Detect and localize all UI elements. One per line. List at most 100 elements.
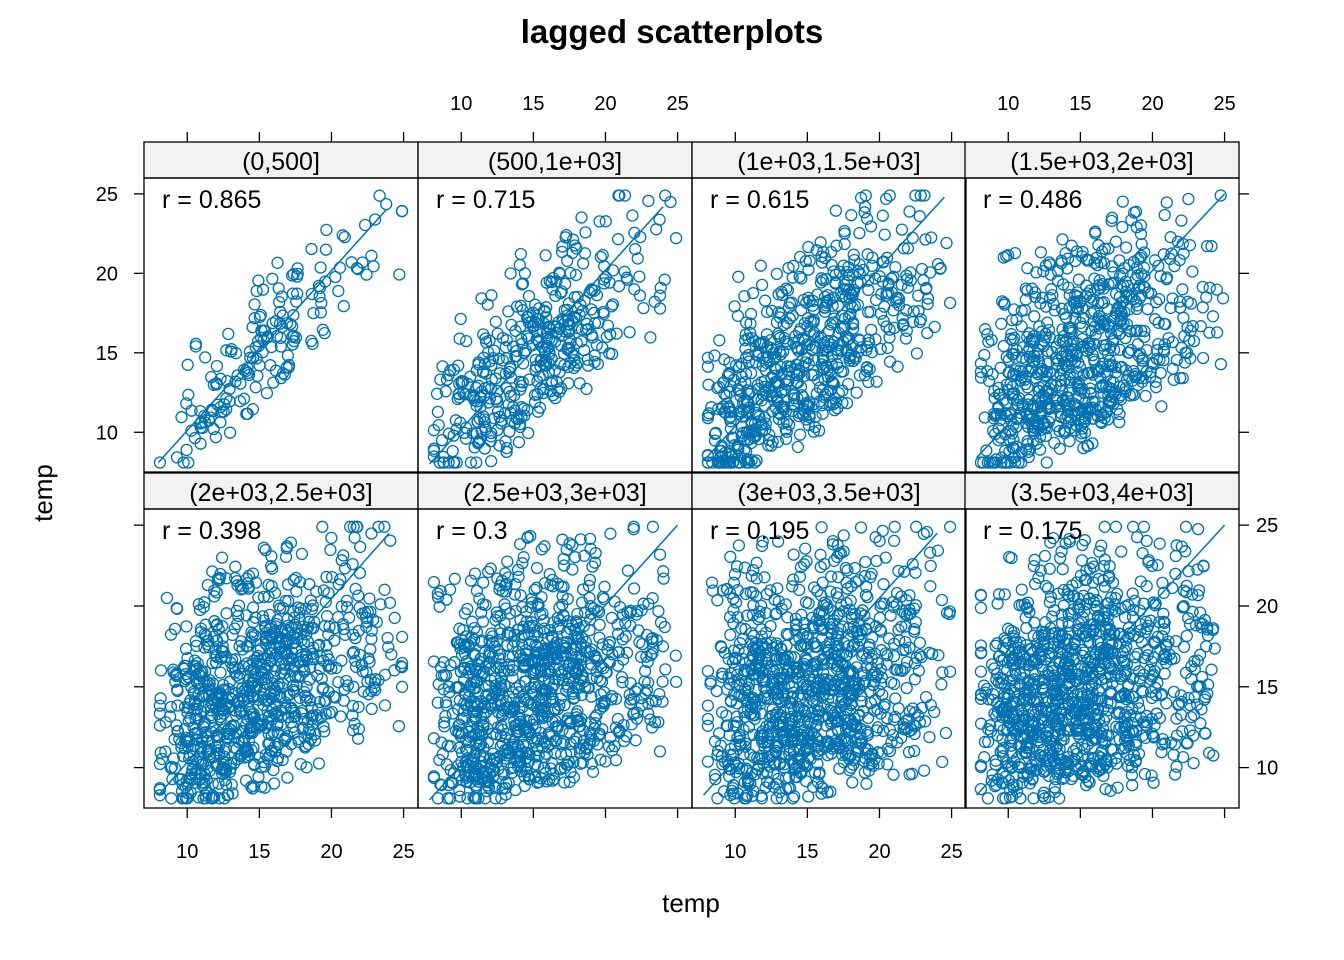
data-point [338,628,352,641]
data-point [923,730,936,744]
data-point [257,614,271,627]
data-point [853,334,867,347]
data-point [529,298,542,311]
data-point [751,763,765,776]
data-point [462,639,475,652]
data-point [843,283,856,296]
data-point [889,692,902,705]
data-point [1063,368,1076,381]
data-point [974,365,988,379]
data-point [701,719,715,732]
data-point [266,272,279,285]
data-point [433,753,446,767]
data-point [1098,314,1111,328]
data-point [178,742,192,755]
data-point [557,580,570,593]
data-point [799,596,813,609]
data-point [646,635,659,648]
data-point [1059,335,1073,349]
points [427,520,683,805]
data-point [1025,282,1039,295]
data-point [605,300,618,313]
data-point [826,376,840,389]
data-point [212,777,225,790]
data-point [286,287,300,300]
data-point [885,676,898,689]
data-point [1109,235,1123,248]
data-point [216,619,229,633]
data-point [222,682,235,696]
data-point [524,601,537,614]
data-point [593,618,606,631]
data-point [160,591,174,605]
data-point [365,249,378,262]
data-point [560,626,574,640]
data-point [1095,315,1108,328]
data-point [347,628,360,641]
data-point [323,707,336,720]
data-point [324,543,337,557]
data-point [611,233,625,246]
data-point [798,334,811,347]
data-point [447,767,461,780]
data-point [190,660,203,673]
data-point [936,755,949,769]
data-point [319,243,333,256]
data-point [303,694,317,707]
data-point [530,640,544,653]
data-point [883,744,897,758]
data-point [873,270,886,283]
data-point [730,759,744,772]
data-point [178,722,191,736]
data-point [234,667,247,680]
data-point [535,590,548,604]
data-point [1019,282,1032,295]
data-point [470,456,483,469]
data-point [1061,252,1075,265]
data-point [236,643,249,656]
data-point [640,650,653,663]
data-point [322,658,336,672]
data-point [977,456,990,469]
data-point [649,695,662,708]
data-point [596,341,609,354]
data-point [544,579,557,592]
data-point [1184,352,1197,365]
data-point [793,631,806,645]
data-point [650,223,663,236]
data-point [774,408,787,421]
data-point [728,568,742,581]
data-point [728,300,741,313]
data-point [352,700,365,714]
data-point [751,378,764,392]
data-point [159,716,172,729]
data-point [192,774,206,787]
data-point [514,537,527,551]
data-point [346,699,360,713]
data-point [940,606,954,619]
data-point [740,316,753,329]
data-point [557,559,571,572]
data-point [1072,273,1086,286]
x-tick-label: 10 [176,841,198,863]
data-point [242,580,255,593]
data-point [891,360,904,373]
data-point [768,362,781,375]
data-point [782,301,795,314]
data-point [795,272,808,285]
data-point [1139,389,1152,403]
data-point [729,652,742,666]
data-point [555,382,568,395]
data-point [314,261,327,274]
data-point [427,575,441,589]
data-point [612,646,625,659]
data-point [838,735,852,748]
data-point [771,535,785,548]
data-point [1157,248,1170,261]
data-point [710,684,723,698]
data-point [1134,227,1148,241]
data-point [472,356,485,369]
data-point [1196,301,1209,314]
data-point [1097,296,1111,309]
data-point [989,427,1002,441]
